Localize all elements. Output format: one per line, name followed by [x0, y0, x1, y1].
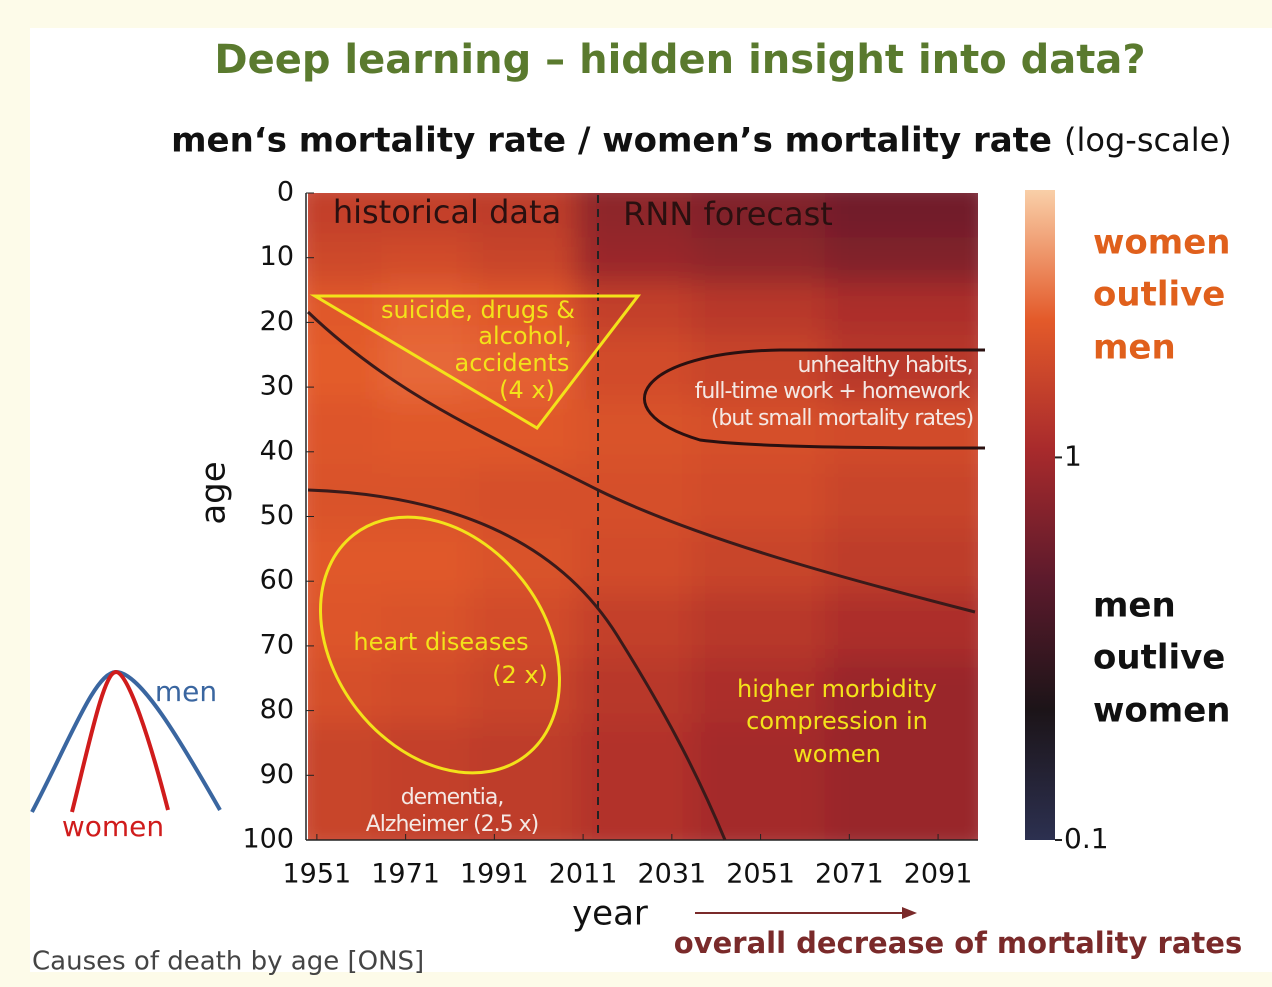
colorbar-labels: women outlive men men outlive women [1093, 223, 1230, 731]
arrow-head [902, 907, 917, 919]
subtitle-note: (log-scale) [1064, 121, 1232, 159]
inset-label: men [155, 675, 217, 708]
label: women [793, 740, 881, 768]
y-tick-label: 0 [277, 177, 294, 208]
y-tick-label: 10 [260, 241, 294, 272]
title: Deep learning – hidden insight into data… [214, 37, 1145, 83]
legend-text: women [1093, 223, 1230, 263]
curve [307, 488, 727, 841]
x-tick-label: 1971 [371, 859, 440, 890]
label: RNN forecast [623, 195, 833, 233]
label: (2 x) [492, 661, 548, 689]
x-tick-label: 2091 [904, 859, 973, 890]
label: compression in [746, 707, 928, 735]
curve [643, 348, 986, 450]
y-tick-label: 30 [260, 371, 294, 402]
y-label: age [194, 461, 234, 524]
legend-text: men [1093, 586, 1176, 626]
label: unhealthy habits, [797, 353, 972, 378]
x-label: year [572, 894, 648, 934]
trend-note: overall decrease of mortality rates [674, 926, 1242, 960]
curve [306, 310, 976, 614]
colorbar [1025, 190, 1055, 840]
x-tick-label: 2031 [637, 859, 706, 890]
label: suicide, drugs & [381, 296, 575, 324]
colorbar-tick-label: 1 [1064, 439, 1082, 472]
subtitle: men‘s mortality rate / women’s mortality… [171, 121, 1052, 161]
y-tick-label: 90 [260, 759, 294, 790]
y-tick-label: 20 [260, 306, 294, 337]
label: dementia, [401, 785, 504, 810]
label: (but small mortality rates) [711, 406, 973, 431]
x-tick-label: 2071 [815, 859, 884, 890]
x-tick-label: 2011 [549, 859, 618, 890]
y-tick-label: 100 [242, 824, 294, 855]
x-tick-label: 1991 [460, 859, 529, 890]
y-tick-label: 80 [260, 694, 294, 725]
x-tick-label: 2051 [726, 859, 795, 890]
legend-text: outlive [1093, 275, 1225, 315]
label: accidents [455, 349, 570, 377]
label: (4 x) [499, 376, 555, 404]
overlay: historical data RNN forecast suicide, dr… [306, 193, 986, 841]
label: historical data [333, 193, 561, 231]
ellipse [319, 515, 561, 775]
colorbar-tick-label: 0.1 [1064, 822, 1109, 855]
source: Causes of death by age [ONS] [32, 947, 424, 977]
y-tick-label: 60 [260, 565, 294, 596]
legend-text: outlive [1093, 638, 1225, 678]
x-tick-label: 1951 [283, 859, 352, 890]
y-tick-label: 50 [260, 500, 294, 531]
label: full-time work + homework [695, 379, 971, 404]
legend-text: men [1093, 328, 1176, 368]
y-tick-label: 40 [260, 435, 294, 466]
triangle [309, 294, 642, 430]
y-tick-label: 70 [260, 629, 294, 660]
inset: men women [30, 669, 222, 843]
legend-text: women [1093, 691, 1230, 731]
label: Alzheimer (2.5 x) [366, 812, 538, 837]
curve-women [70, 669, 170, 813]
inset-label: women [62, 810, 164, 843]
label: higher morbidity [737, 675, 937, 703]
heat-cell [824, 722, 978, 840]
label: heart diseases [353, 628, 528, 656]
label: alcohol, [478, 322, 571, 350]
